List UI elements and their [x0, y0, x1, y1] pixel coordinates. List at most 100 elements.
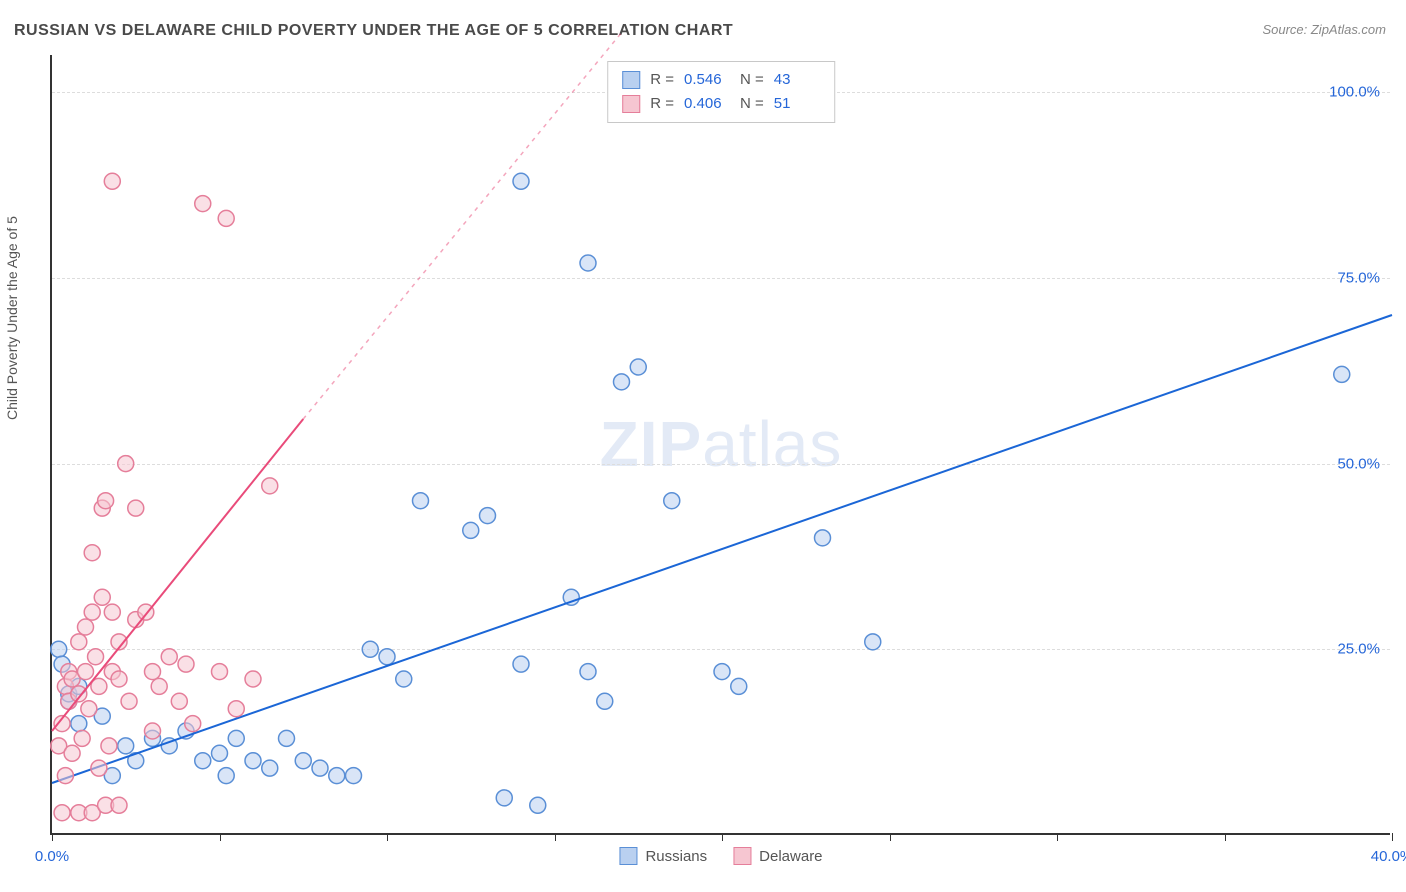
data-point-russians — [530, 797, 546, 813]
trend-line-dashed-delaware — [303, 33, 621, 419]
x-tick — [387, 833, 388, 841]
data-point-delaware — [78, 664, 94, 680]
data-point-russians — [51, 641, 67, 657]
data-point-delaware — [78, 619, 94, 635]
data-point-russians — [346, 768, 362, 784]
trend-line-russians — [52, 315, 1392, 783]
data-point-russians — [295, 753, 311, 769]
x-tick — [52, 833, 53, 841]
source-attribution: Source: ZipAtlas.com — [1262, 22, 1386, 37]
x-tick — [722, 833, 723, 841]
data-point-delaware — [212, 664, 228, 680]
data-point-russians — [329, 768, 345, 784]
x-tick — [220, 833, 221, 841]
y-axis-label: Child Poverty Under the Age of 5 — [4, 216, 20, 420]
data-point-russians — [379, 649, 395, 665]
data-point-delaware — [195, 196, 211, 212]
data-point-russians — [714, 664, 730, 680]
legend-label-russians: Russians — [645, 848, 707, 865]
data-point-delaware — [84, 545, 100, 561]
stats-box: R = 0.546 N = 43 R = 0.406 N = 51 — [607, 61, 835, 123]
data-point-russians — [815, 530, 831, 546]
data-point-delaware — [178, 656, 194, 672]
source-prefix: Source: — [1262, 22, 1310, 37]
x-tick — [890, 833, 891, 841]
data-point-russians — [865, 634, 881, 650]
n-label: N = — [740, 68, 764, 92]
data-point-russians — [413, 493, 429, 509]
data-point-delaware — [145, 664, 161, 680]
data-point-russians — [118, 738, 134, 754]
swatch-delaware — [622, 95, 640, 113]
data-point-delaware — [88, 649, 104, 665]
data-point-russians — [480, 508, 496, 524]
data-point-delaware — [161, 649, 177, 665]
data-point-delaware — [57, 768, 73, 784]
data-point-russians — [580, 664, 596, 680]
data-point-russians — [228, 730, 244, 746]
data-point-delaware — [101, 738, 117, 754]
data-point-russians — [463, 522, 479, 538]
data-point-russians — [195, 753, 211, 769]
data-point-russians — [513, 173, 529, 189]
data-point-delaware — [94, 589, 110, 605]
data-point-russians — [664, 493, 680, 509]
data-point-delaware — [104, 604, 120, 620]
data-point-russians — [279, 730, 295, 746]
n-value-russians: 43 — [774, 68, 820, 92]
chart-svg — [52, 55, 1390, 833]
x-tick — [1225, 833, 1226, 841]
data-point-delaware — [171, 693, 187, 709]
data-point-delaware — [245, 671, 261, 687]
data-point-delaware — [228, 701, 244, 717]
data-point-delaware — [128, 500, 144, 516]
data-point-russians — [630, 359, 646, 375]
data-point-delaware — [98, 493, 114, 509]
data-point-russians — [597, 693, 613, 709]
data-point-delaware — [151, 678, 167, 694]
n-value-delaware: 51 — [774, 92, 820, 116]
data-point-russians — [513, 656, 529, 672]
data-point-delaware — [71, 686, 87, 702]
data-point-russians — [362, 641, 378, 657]
r-value-russians: 0.546 — [684, 68, 730, 92]
stats-row-delaware: R = 0.406 N = 51 — [622, 92, 820, 116]
legend-label-delaware: Delaware — [759, 848, 822, 865]
data-point-delaware — [104, 173, 120, 189]
data-point-delaware — [145, 723, 161, 739]
data-point-delaware — [185, 716, 201, 732]
data-point-russians — [731, 678, 747, 694]
legend-swatch-delaware — [733, 847, 751, 865]
data-point-delaware — [118, 456, 134, 472]
data-point-russians — [580, 255, 596, 271]
source-name: ZipAtlas.com — [1311, 22, 1386, 37]
data-point-russians — [312, 760, 328, 776]
legend-item-delaware: Delaware — [733, 847, 822, 865]
data-point-delaware — [121, 693, 137, 709]
x-tick — [555, 833, 556, 841]
n-label: N = — [740, 92, 764, 116]
data-point-delaware — [218, 210, 234, 226]
data-point-delaware — [262, 478, 278, 494]
data-point-russians — [496, 790, 512, 806]
data-point-delaware — [84, 604, 100, 620]
r-label: R = — [650, 68, 674, 92]
data-point-delaware — [64, 745, 80, 761]
data-point-russians — [71, 716, 87, 732]
legend-swatch-russians — [619, 847, 637, 865]
data-point-russians — [212, 745, 228, 761]
data-point-delaware — [111, 671, 127, 687]
data-point-delaware — [74, 730, 90, 746]
data-point-russians — [245, 753, 261, 769]
stats-row-russians: R = 0.546 N = 43 — [622, 68, 820, 92]
r-label: R = — [650, 92, 674, 116]
x-tick-label: 0.0% — [35, 848, 69, 865]
chart-title: RUSSIAN VS DELAWARE CHILD POVERTY UNDER … — [14, 22, 733, 40]
data-point-russians — [262, 760, 278, 776]
r-value-delaware: 0.406 — [684, 92, 730, 116]
data-point-russians — [218, 768, 234, 784]
data-point-delaware — [54, 805, 70, 821]
swatch-russians — [622, 71, 640, 89]
data-point-russians — [1334, 366, 1350, 382]
trend-line-delaware — [52, 419, 303, 731]
